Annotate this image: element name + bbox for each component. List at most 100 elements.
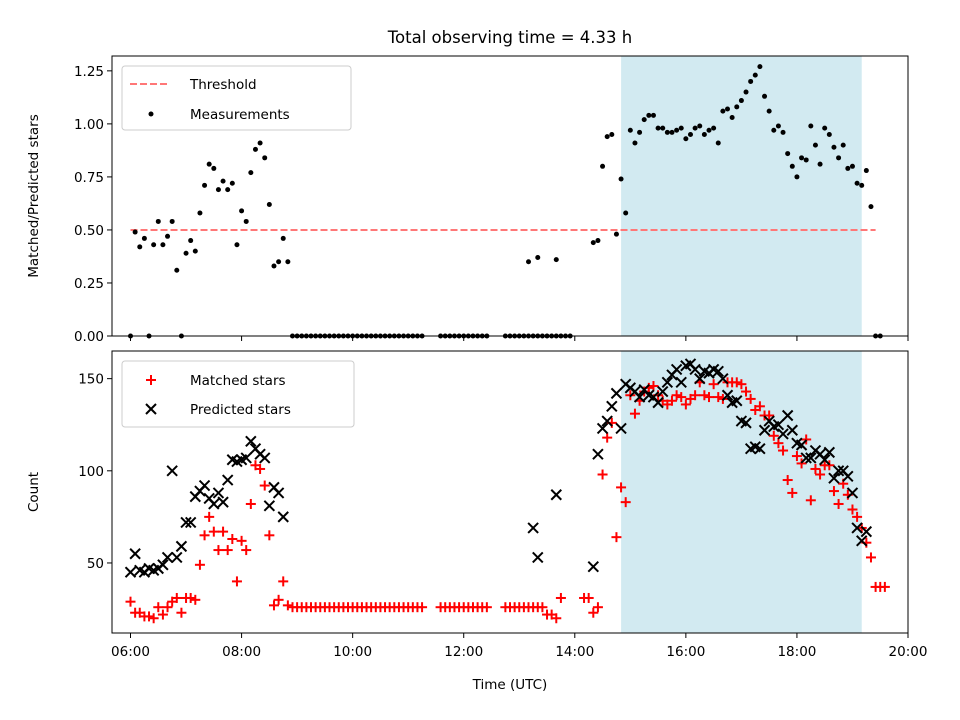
matched-point (791, 451, 802, 462)
matched-point (745, 393, 756, 404)
predicted-point (610, 387, 623, 400)
x-tick-label: 12:00 (444, 644, 483, 660)
chart-title: Total observing time = 4.33 h (387, 28, 632, 47)
predicted-point (606, 400, 618, 413)
observing-window-shade (621, 56, 862, 336)
predicted-point (781, 409, 794, 422)
matched-point (417, 602, 428, 613)
measurement-point (169, 218, 175, 224)
legend-measurements-swatch (148, 111, 154, 117)
measurement-point (863, 168, 869, 174)
matched-point (551, 613, 562, 624)
measurement-point (711, 125, 717, 131)
x-tick-label: 08:00 (222, 644, 261, 660)
predicted-point (795, 439, 808, 451)
matched-point (273, 594, 284, 605)
matched-point (245, 498, 256, 509)
measurement-point (808, 123, 814, 129)
measurement-point (262, 155, 268, 161)
top-y-axis: 0.00 0.25 0.50 0.75 1.00 1.25 (74, 64, 112, 345)
predicted-stars-series (124, 358, 873, 578)
x-tick-label: 14:00 (555, 644, 594, 660)
matched-point (690, 390, 701, 401)
matched-point (680, 399, 691, 410)
measurement-point (151, 242, 157, 248)
matched-point (713, 392, 724, 403)
measurement-point (243, 218, 249, 224)
y-tick-label: 0.25 (74, 276, 104, 292)
measurement-point (174, 267, 180, 273)
matched-point (583, 592, 594, 603)
legend-matched-label: Matched stars (190, 373, 286, 389)
measurement-point (590, 240, 596, 246)
measurement-point (854, 180, 860, 186)
matched-point (176, 607, 187, 618)
measurement-point (762, 93, 768, 99)
y-tick-label: 0.75 (74, 170, 104, 186)
matched-point (481, 602, 492, 613)
measurement-point (683, 136, 689, 142)
measurement-point (137, 244, 143, 250)
measurement-point (215, 187, 221, 193)
measurement-point (623, 210, 629, 216)
measurement-point (794, 174, 800, 180)
measurement-point (738, 98, 744, 104)
matched-point (611, 532, 622, 543)
predicted-point (721, 389, 734, 401)
measurement-point (132, 229, 138, 235)
predicted-point (124, 566, 137, 578)
legend-box (121, 65, 352, 131)
matched-point (648, 381, 659, 392)
measurement-point (257, 140, 263, 146)
matched-point (157, 609, 168, 620)
matched-point (708, 379, 719, 390)
x-tick-label: 06:00 (111, 644, 150, 660)
matched-stars-series (125, 377, 890, 624)
bottom-subplot: 50 100 150 06:00 08:00 10:00 12:00 14:00 16:00 1… (26, 350, 927, 693)
predicted-point (601, 415, 613, 427)
legend-x-marker (145, 403, 157, 415)
matched-point (162, 602, 173, 613)
matched-point (555, 592, 566, 603)
predicted-point (754, 442, 766, 455)
predicted-point (777, 428, 789, 440)
measurement-point (789, 163, 795, 169)
top-axes-frame (111, 55, 909, 337)
matched-point (796, 458, 807, 469)
predicted-point (731, 395, 743, 407)
matched-point (125, 596, 136, 607)
matched-point (222, 545, 233, 556)
measurement-point (664, 129, 670, 135)
measurement-point (678, 125, 684, 131)
measurement-point (780, 129, 786, 135)
predicted-point (689, 363, 701, 376)
measurement-point (188, 238, 194, 244)
measurement-point (752, 72, 758, 78)
predicted-point (758, 424, 771, 436)
legend-box-bottom (121, 360, 355, 428)
measurement-point (799, 155, 805, 161)
predicted-point (180, 516, 192, 529)
matched-point (676, 392, 687, 403)
bottom-y-axis: 50 100 150 (78, 372, 112, 572)
predicted-point (175, 540, 188, 553)
predicted-point (212, 487, 225, 499)
y-tick-label: 1.00 (74, 117, 104, 133)
measurement-point (276, 259, 282, 265)
y-tick-label: 1.25 (74, 64, 104, 80)
x-axis-label: Time (UTC) (472, 677, 548, 693)
top-subplot: 0.00 0.25 0.50 0.75 1.00 1.25 Matched/Predict… (26, 55, 909, 345)
matched-point (282, 600, 293, 611)
y-tick-label: 100 (78, 464, 104, 480)
measurement-point (757, 64, 763, 70)
top-y-axis-label: Matched/Predicted stars (26, 114, 42, 277)
measurement-point (655, 125, 661, 131)
measurement-point (803, 157, 809, 163)
matched-point (264, 530, 275, 541)
top-legend: Threshold Measurements (121, 65, 352, 131)
predicted-point (675, 376, 687, 389)
measurement-point (706, 127, 712, 133)
matched-point (199, 530, 210, 541)
matched-point (153, 602, 164, 613)
